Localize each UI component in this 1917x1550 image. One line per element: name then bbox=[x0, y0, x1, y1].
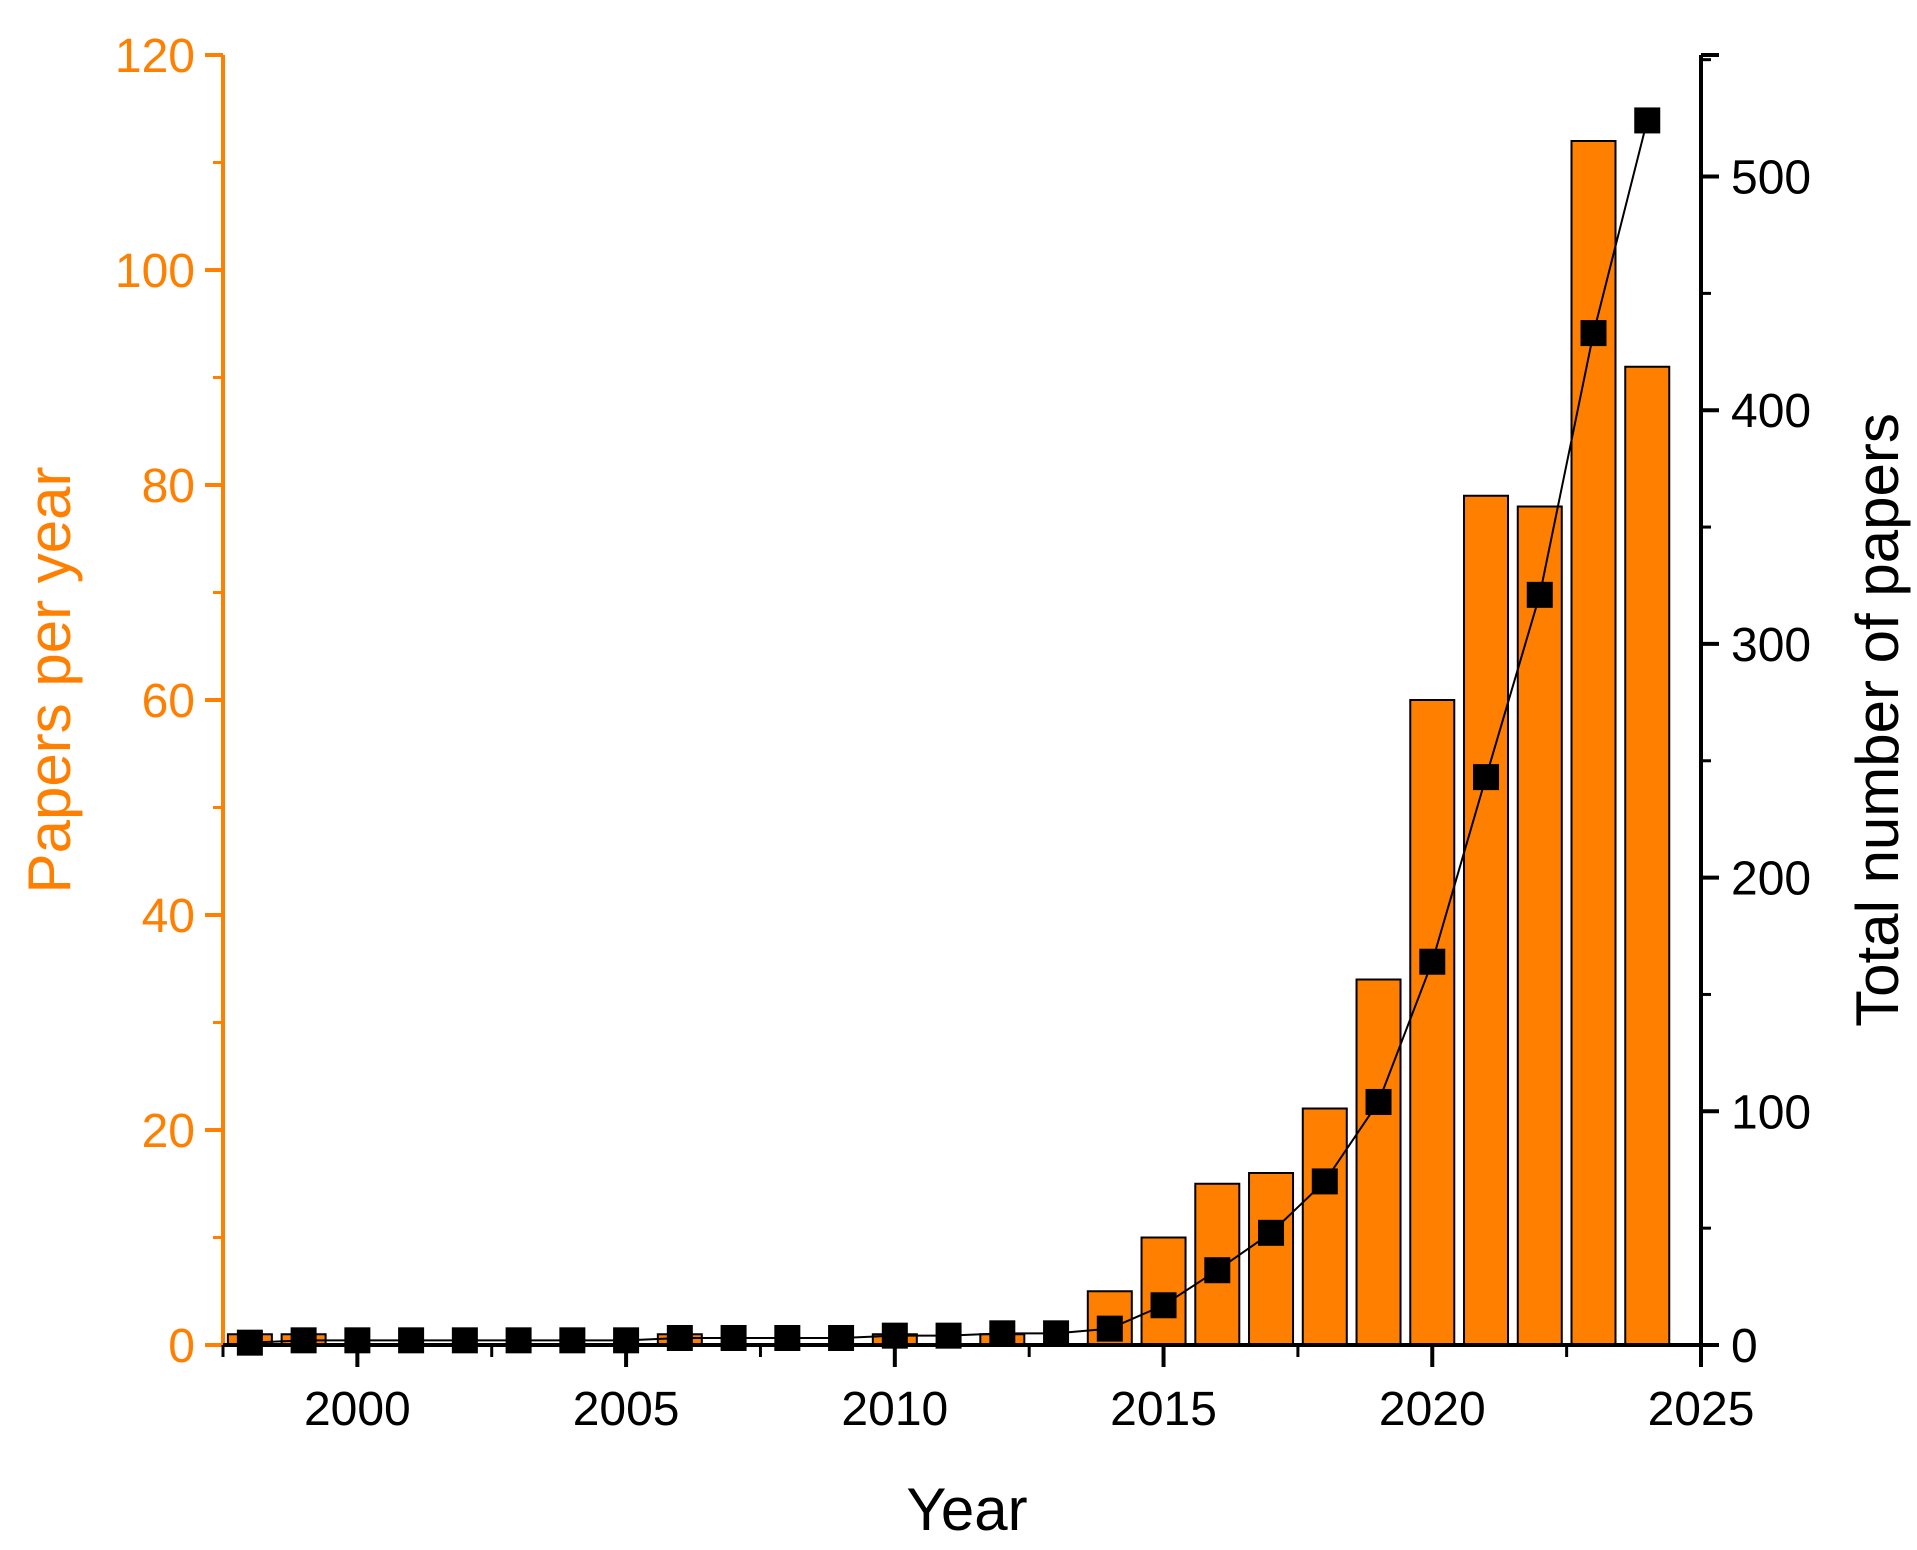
left-tick-label-120: 120 bbox=[115, 30, 195, 83]
marker-2001 bbox=[398, 1327, 425, 1354]
bar-2019 bbox=[1355, 978, 1402, 1346]
marker-2006 bbox=[666, 1324, 693, 1351]
marker-2023 bbox=[1580, 320, 1607, 347]
right-y-axis-title: Total number of papers bbox=[1844, 413, 1911, 1027]
marker-1999 bbox=[290, 1327, 317, 1354]
marker-2024 bbox=[1634, 107, 1661, 134]
left-y-axis-title: Papers per year bbox=[16, 467, 83, 894]
marker-2013 bbox=[1043, 1320, 1070, 1347]
marker-2007 bbox=[720, 1324, 747, 1351]
bar-2020 bbox=[1409, 699, 1456, 1346]
x-tick-label-2005: 2005 bbox=[573, 1383, 680, 1436]
marker-2012 bbox=[989, 1320, 1016, 1347]
bar-2024 bbox=[1624, 365, 1671, 1346]
x-axis-title: Year bbox=[906, 1476, 1027, 1543]
x-tick-label-2010: 2010 bbox=[841, 1383, 948, 1436]
marker-2008 bbox=[774, 1324, 801, 1351]
bar-2021 bbox=[1463, 494, 1510, 1346]
left-tick-label-80: 80 bbox=[142, 460, 195, 513]
x-tick-label-2020: 2020 bbox=[1379, 1383, 1486, 1436]
marker-2021 bbox=[1473, 764, 1500, 791]
marker-2017 bbox=[1258, 1219, 1285, 1246]
right-tick-label-100: 100 bbox=[1731, 1086, 1811, 1139]
marker-2022 bbox=[1526, 581, 1553, 608]
bar-2016 bbox=[1194, 1182, 1241, 1346]
x-tick-label-2015: 2015 bbox=[1110, 1383, 1217, 1436]
marker-2002 bbox=[451, 1327, 478, 1354]
marker-2016 bbox=[1204, 1257, 1231, 1284]
marker-2018 bbox=[1311, 1168, 1338, 1195]
marker-2015 bbox=[1150, 1292, 1177, 1319]
bar-2017 bbox=[1248, 1172, 1295, 1346]
marker-2019 bbox=[1365, 1088, 1392, 1115]
bar-2015 bbox=[1140, 1236, 1187, 1346]
x-tick-label-2025: 2025 bbox=[1648, 1383, 1755, 1436]
bar-2022 bbox=[1516, 505, 1563, 1346]
marker-2020 bbox=[1419, 948, 1446, 975]
bar-2018 bbox=[1301, 1107, 1348, 1346]
left-tick-label-100: 100 bbox=[115, 245, 195, 298]
x-tick-label-2000: 2000 bbox=[304, 1383, 411, 1436]
right-tick-label-500: 500 bbox=[1731, 152, 1811, 205]
left-tick-label-40: 40 bbox=[142, 890, 195, 943]
left-tick-label-20: 20 bbox=[142, 1105, 195, 1158]
marker-1998 bbox=[236, 1329, 263, 1356]
marker-2004 bbox=[559, 1327, 586, 1354]
right-tick-label-300: 300 bbox=[1731, 619, 1811, 672]
right-tick-label-200: 200 bbox=[1731, 853, 1811, 906]
left-tick-label-60: 60 bbox=[142, 675, 195, 728]
right-tick-label-400: 400 bbox=[1731, 385, 1811, 438]
left-tick-label-0: 0 bbox=[168, 1320, 195, 1373]
bars-layer bbox=[226, 140, 1671, 1346]
axes-layer: 0 20 40 60 80 100 120 0 100 200 300 400 500 2000 2005 2… bbox=[115, 30, 1811, 1436]
marker-2003 bbox=[505, 1327, 532, 1354]
marker-2014 bbox=[1096, 1315, 1123, 1342]
right-tick-label-0: 0 bbox=[1731, 1320, 1758, 1373]
marker-2009 bbox=[828, 1324, 855, 1351]
